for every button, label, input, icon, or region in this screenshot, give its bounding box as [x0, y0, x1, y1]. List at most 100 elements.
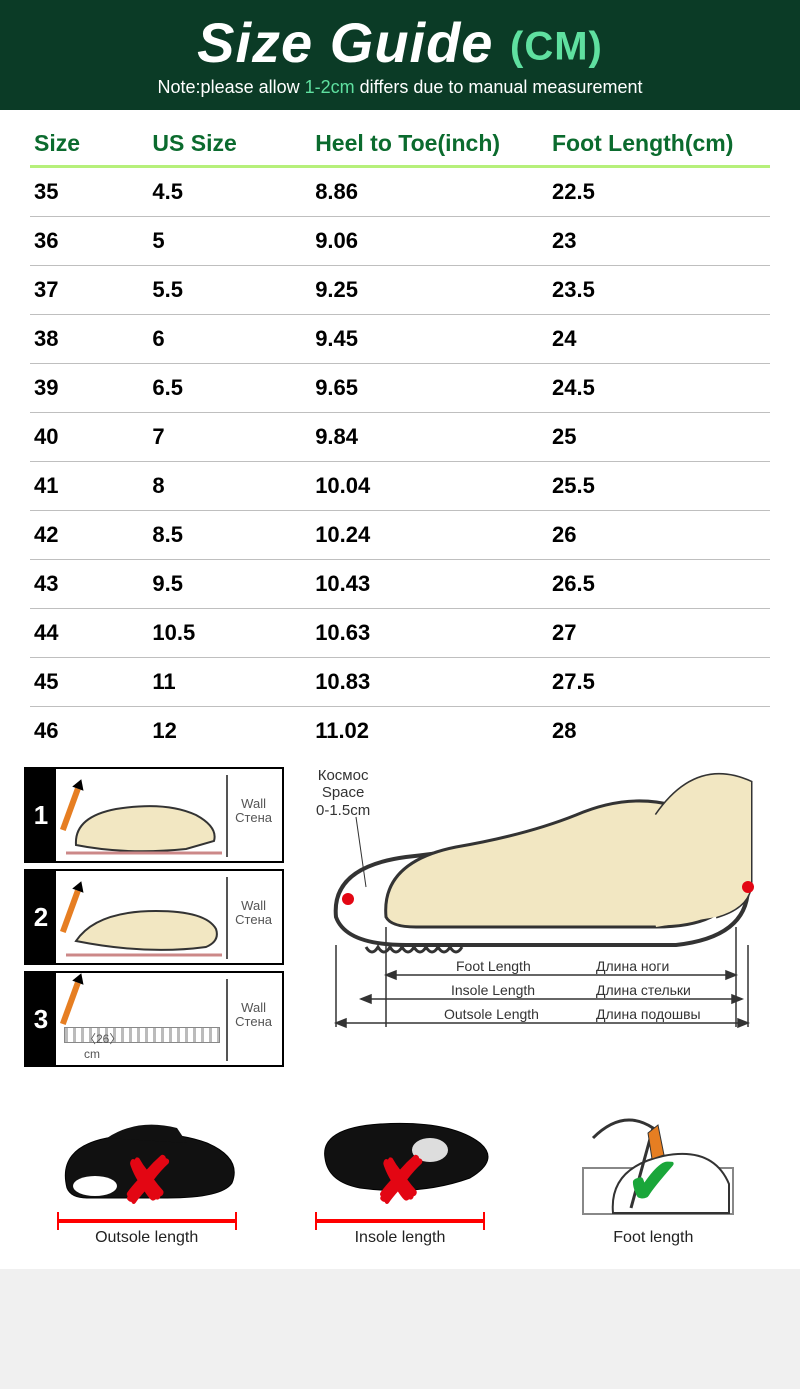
table-cell: 41 [30, 462, 148, 511]
cross-icon: ✘ [373, 1149, 427, 1213]
table-cell: 24.5 [548, 364, 770, 413]
table-cell: 36 [30, 217, 148, 266]
table-row: 439.510.4326.5 [30, 560, 770, 609]
table-cell: 9.65 [311, 364, 548, 413]
table-cell: 35 [30, 167, 148, 217]
foot-icon [56, 871, 226, 963]
table-cell: 10.24 [311, 511, 548, 560]
table-cell: 5 [148, 217, 311, 266]
comparison-caption: Insole length [290, 1229, 510, 1247]
step-number: 2 [26, 871, 56, 963]
insole-length-ru: Длина стельки [596, 982, 691, 998]
wall-label: WallСтена [235, 797, 272, 826]
table-cell: 40 [30, 413, 148, 462]
table-header-cell: Heel to Toe(inch) [311, 124, 548, 167]
note-accent: 1-2cm [305, 77, 355, 97]
title-text: Size Guide [197, 11, 493, 74]
table-cell: 23 [548, 217, 770, 266]
size-table: SizeUS SizeHeel to Toe(inch)Foot Length(… [30, 124, 770, 755]
table-row: 354.58.8622.5 [30, 167, 770, 217]
title: Size Guide (CM) [0, 10, 800, 75]
table-cell: 9.25 [311, 266, 548, 315]
table-header-cell: US Size [148, 124, 311, 167]
table-cell: 39 [30, 364, 148, 413]
outsole-length-en: Outsole Length [444, 1006, 539, 1022]
table-cell: 10.5 [148, 609, 311, 658]
bottom-comparison: ✘ Outsole length ✘ Insole length ✔Foot lengt… [0, 1082, 800, 1269]
table-cell: 10.83 [311, 658, 548, 707]
measurement-steps: 1 WallСтена 2 WallСтена 3WallСтена〈26〉cm [24, 767, 284, 1072]
table-header-row: SizeUS SizeHeel to Toe(inch)Foot Length(… [30, 124, 770, 167]
foot-icon [56, 769, 226, 861]
table-cell: 7 [148, 413, 311, 462]
table-cell: 9.06 [311, 217, 548, 266]
table-cell: 9.45 [311, 315, 548, 364]
header-note: Note:please allow 1-2cm differs due to m… [0, 77, 800, 98]
table-cell: 37 [30, 266, 148, 315]
table-cell: 9.5 [148, 560, 311, 609]
comparison-insole: ✘ Insole length [290, 1088, 510, 1247]
table-cell: 25.5 [548, 462, 770, 511]
tape-value: 〈26〉cm [84, 1030, 121, 1061]
space-label: Космос Space 0-1.5cm [316, 767, 370, 819]
table-header-cell: Foot Length(cm) [548, 124, 770, 167]
outsole-length-ru: Длина подошвы [596, 1006, 701, 1022]
table-cell: 25 [548, 413, 770, 462]
table-row: 375.59.2523.5 [30, 266, 770, 315]
table-header-cell: Size [30, 124, 148, 167]
comparison-foot: ✔Foot length [543, 1098, 763, 1247]
measurement-step: 1 WallСтена [24, 767, 284, 863]
comparison-caption: Outsole length [37, 1229, 257, 1247]
step-number: 3 [26, 973, 56, 1065]
table-cell: 38 [30, 315, 148, 364]
table-cell: 26.5 [548, 560, 770, 609]
table-row: 396.59.6524.5 [30, 364, 770, 413]
table-cell: 10.63 [311, 609, 548, 658]
table-cell: 9.84 [311, 413, 548, 462]
table-row: 3659.0623 [30, 217, 770, 266]
check-icon: ✔ [627, 1149, 681, 1213]
table-row: 4410.510.6327 [30, 609, 770, 658]
table-cell: 8 [148, 462, 311, 511]
table-row: 428.510.2426 [30, 511, 770, 560]
measurement-diagrams: 1 WallСтена 2 WallСтена 3WallСтена〈26〉cm Кос… [0, 761, 800, 1082]
table-row: 4079.8425 [30, 413, 770, 462]
table-row: 461211.0228 [30, 707, 770, 756]
table-cell: 28 [548, 707, 770, 756]
table-cell: 44 [30, 609, 148, 658]
table-cell: 6.5 [148, 364, 311, 413]
table-cell: 26 [548, 511, 770, 560]
table-cell: 22.5 [548, 167, 770, 217]
table-body: 354.58.8622.53659.0623375.59.2523.53869.… [30, 167, 770, 756]
foot-in-shoe-diagram: Космос Space 0-1.5cm [296, 767, 776, 1072]
note-prefix: Note:please allow [158, 77, 305, 97]
table-cell: 23.5 [548, 266, 770, 315]
table-cell: 27.5 [548, 658, 770, 707]
header: Size Guide (CM) Note:please allow 1-2cm … [0, 0, 800, 110]
table-cell: 10.04 [311, 462, 548, 511]
table-cell: 12 [148, 707, 311, 756]
comparison-outsole: ✘ Outsole length [37, 1088, 257, 1247]
table-cell: 8.86 [311, 167, 548, 217]
table-cell: 46 [30, 707, 148, 756]
table-cell: 27 [548, 609, 770, 658]
table-cell: 45 [30, 658, 148, 707]
table-cell: 11 [148, 658, 311, 707]
foot-length-en: Foot Length [456, 958, 531, 974]
table-cell: 42 [30, 511, 148, 560]
table-cell: 24 [548, 315, 770, 364]
foot-length-ru: Длина ноги [596, 958, 669, 974]
note-suffix: differs due to manual measurement [355, 77, 643, 97]
size-guide-card: Size Guide (CM) Note:please allow 1-2cm … [0, 0, 800, 1269]
table-row: 3869.4524 [30, 315, 770, 364]
wall-label: WallСтена [235, 899, 272, 928]
table-cell: 4.5 [148, 167, 311, 217]
measurement-step: 3WallСтена〈26〉cm [24, 971, 284, 1067]
cross-icon: ✘ [120, 1149, 174, 1213]
table-cell: 6 [148, 315, 311, 364]
table-row: 41810.0425.5 [30, 462, 770, 511]
table-row: 451110.8327.5 [30, 658, 770, 707]
measurement-step: 2 WallСтена [24, 869, 284, 965]
step-number: 1 [26, 769, 56, 861]
table-cell: 43 [30, 560, 148, 609]
